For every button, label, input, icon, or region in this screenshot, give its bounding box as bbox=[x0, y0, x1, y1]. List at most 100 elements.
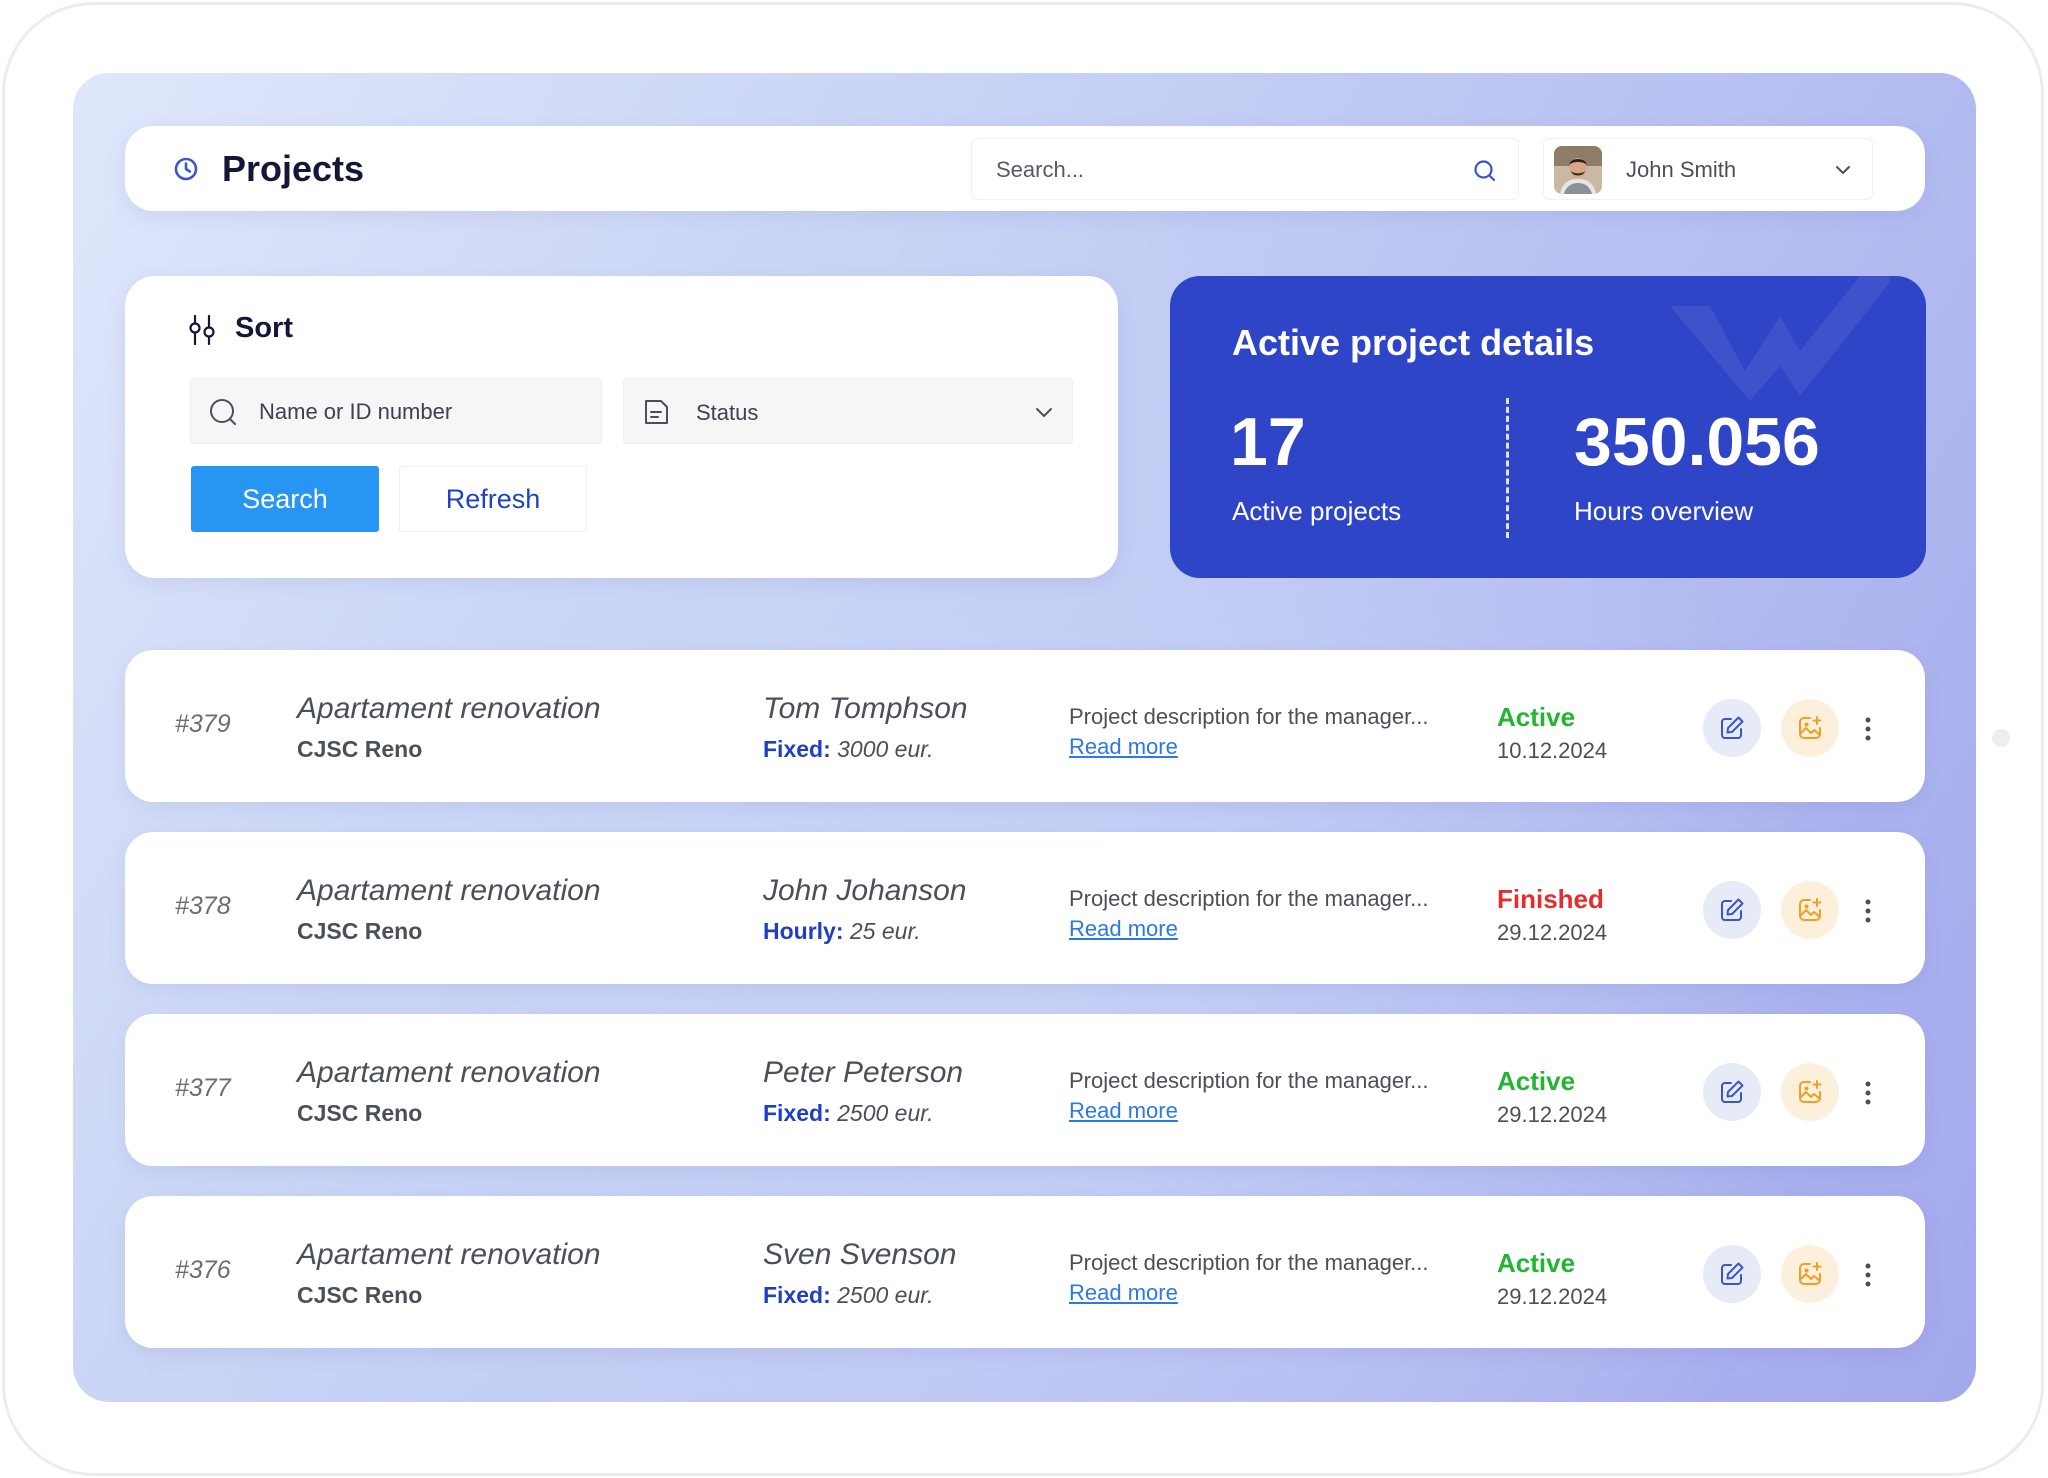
status-badge: Active bbox=[1497, 1066, 1576, 1096]
active-projects-count: 17 bbox=[1230, 404, 1306, 480]
more-options-button[interactable] bbox=[1853, 1064, 1883, 1120]
active-project-details-card: Active project details 17 Active project… bbox=[1170, 276, 1926, 578]
project-company: CJSC Reno bbox=[297, 918, 423, 944]
read-more-link[interactable]: Read more bbox=[1069, 1098, 1178, 1123]
active-projects-label: Active projects bbox=[1232, 496, 1402, 526]
rate-type: Fixed: bbox=[763, 1282, 831, 1308]
name-or-id-field[interactable] bbox=[190, 378, 602, 444]
add-image-button[interactable] bbox=[1781, 1063, 1839, 1121]
search-button[interactable]: Search bbox=[191, 466, 379, 532]
rate-value: 25 eur. bbox=[849, 918, 921, 944]
search-icon bbox=[210, 399, 236, 425]
project-title: Apartament renovation bbox=[297, 874, 601, 907]
read-more-link[interactable]: Read more bbox=[1069, 734, 1178, 759]
image-add-icon bbox=[1799, 716, 1822, 739]
project-company: CJSC Reno bbox=[297, 1100, 423, 1126]
status-select[interactable]: Status bbox=[623, 378, 1073, 444]
project-rate: Fixed: 2500 eur. bbox=[763, 1100, 933, 1127]
project-row[interactable]: #377 Apartament renovation CJSC Reno Pet… bbox=[125, 1014, 1925, 1166]
document-icon bbox=[645, 400, 668, 424]
project-manager: Peter Peterson bbox=[763, 1056, 964, 1089]
project-manager: Sven Svenson bbox=[763, 1238, 957, 1271]
rate-type: Fixed: bbox=[763, 736, 831, 762]
search-icon[interactable] bbox=[1472, 158, 1498, 184]
refresh-button[interactable]: Refresh bbox=[399, 466, 587, 532]
project-rate: Fixed: 2500 eur. bbox=[763, 1282, 933, 1309]
add-image-button[interactable] bbox=[1781, 699, 1839, 757]
details-title: Active project details bbox=[1232, 322, 1595, 363]
more-vertical-icon bbox=[1865, 1263, 1871, 1287]
clock-icon bbox=[174, 157, 198, 181]
chevron-down-icon[interactable] bbox=[1834, 163, 1852, 177]
user-menu[interactable]: John Smith bbox=[1543, 138, 1873, 200]
project-row[interactable]: #379 Apartament renovation CJSC Reno Tom… bbox=[125, 650, 1925, 802]
project-title: Apartament renovation bbox=[297, 692, 601, 725]
name-or-id-input[interactable] bbox=[259, 395, 589, 429]
edit-icon bbox=[1721, 898, 1744, 921]
image-add-icon bbox=[1799, 1080, 1822, 1103]
rate-type: Hourly: bbox=[763, 918, 844, 944]
project-row[interactable]: #378 Apartament renovation CJSC Reno Joh… bbox=[125, 832, 1925, 984]
sort-panel: Sort Status Search Refresh bbox=[125, 276, 1118, 578]
project-rate: Fixed: 3000 eur. bbox=[763, 736, 933, 763]
edit-button[interactable] bbox=[1703, 881, 1761, 939]
read-more-link[interactable]: Read more bbox=[1069, 1280, 1178, 1305]
more-options-button[interactable] bbox=[1853, 882, 1883, 938]
app-screen: Projects John Smith bbox=[73, 73, 1976, 1402]
top-header: Projects John Smith bbox=[125, 126, 1925, 211]
project-row[interactable]: #376 Apartament renovation CJSC Reno Sve… bbox=[125, 1196, 1925, 1348]
edit-icon bbox=[1721, 1080, 1744, 1103]
chevron-down-icon[interactable] bbox=[1034, 405, 1054, 419]
sliders-icon bbox=[189, 314, 215, 346]
edit-icon bbox=[1721, 716, 1744, 739]
project-id: #376 bbox=[175, 1256, 231, 1284]
global-search[interactable] bbox=[971, 138, 1519, 200]
logo-watermark-icon bbox=[1670, 276, 1890, 401]
page-title: Projects bbox=[222, 148, 365, 189]
project-id: #378 bbox=[175, 892, 231, 920]
rate-value: 2500 eur. bbox=[837, 1282, 934, 1308]
project-date: 29.12.2024 bbox=[1497, 1102, 1608, 1127]
edit-button[interactable] bbox=[1703, 699, 1761, 757]
avatar bbox=[1554, 146, 1602, 194]
status-badge: Active bbox=[1497, 1248, 1576, 1278]
project-date: 10.12.2024 bbox=[1497, 738, 1608, 763]
project-description: Project description for the manager... bbox=[1069, 1068, 1429, 1093]
add-image-button[interactable] bbox=[1781, 881, 1839, 939]
project-manager: Tom Tomphson bbox=[763, 692, 968, 725]
project-company: CJSC Reno bbox=[297, 1282, 423, 1308]
rate-value: 3000 eur. bbox=[837, 736, 934, 762]
hours-overview-label: Hours overview bbox=[1574, 496, 1754, 526]
image-add-icon bbox=[1799, 1262, 1822, 1285]
edit-button[interactable] bbox=[1703, 1245, 1761, 1303]
image-add-icon bbox=[1799, 898, 1822, 921]
project-manager: John Johanson bbox=[763, 874, 967, 907]
hours-overview-value: 350.056 bbox=[1574, 404, 1820, 480]
more-vertical-icon bbox=[1865, 717, 1871, 741]
add-image-button[interactable] bbox=[1781, 1245, 1839, 1303]
project-description: Project description for the manager... bbox=[1069, 1250, 1429, 1275]
project-company: CJSC Reno bbox=[297, 736, 423, 762]
stat-divider bbox=[1506, 398, 1509, 538]
search-input[interactable] bbox=[996, 153, 1436, 187]
project-rate: Hourly: 25 eur. bbox=[763, 918, 921, 945]
more-options-button[interactable] bbox=[1853, 1246, 1883, 1302]
project-description: Project description for the manager... bbox=[1069, 886, 1429, 911]
rate-type: Fixed: bbox=[763, 1100, 831, 1126]
sort-title: Sort bbox=[235, 312, 293, 344]
more-vertical-icon bbox=[1865, 899, 1871, 923]
project-title: Apartament renovation bbox=[297, 1238, 601, 1271]
more-options-button[interactable] bbox=[1853, 700, 1883, 756]
project-description: Project description for the manager... bbox=[1069, 704, 1429, 729]
read-more-link[interactable]: Read more bbox=[1069, 916, 1178, 941]
edit-icon bbox=[1721, 1262, 1744, 1285]
project-date: 29.12.2024 bbox=[1497, 920, 1608, 945]
rate-value: 2500 eur. bbox=[837, 1100, 934, 1126]
status-badge: Active bbox=[1497, 702, 1576, 732]
project-id: #379 bbox=[175, 710, 231, 738]
more-vertical-icon bbox=[1865, 1081, 1871, 1105]
status-badge: Finished bbox=[1497, 884, 1604, 914]
status-select-value: Status bbox=[696, 400, 759, 425]
tablet-camera bbox=[1992, 729, 2010, 747]
edit-button[interactable] bbox=[1703, 1063, 1761, 1121]
